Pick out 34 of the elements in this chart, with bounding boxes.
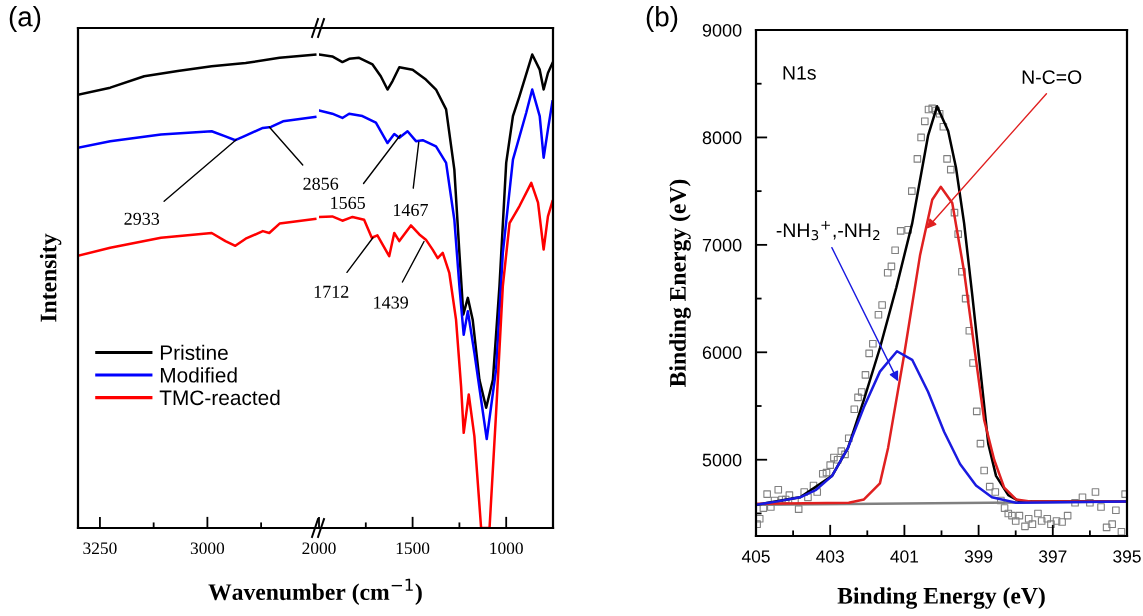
annotation: N-C=O <box>1022 70 1082 84</box>
y-tick-label: 8000 <box>702 131 742 145</box>
x-tick-label: 2000 <box>302 542 336 555</box>
x-tick-label: 405 <box>741 550 770 563</box>
chart-title: (a) <box>9 6 41 32</box>
y-tick-label: 6000 <box>702 346 742 360</box>
annotation: -NH$_{3}$$^{+}$,-NH$_{2}$ <box>776 220 880 241</box>
x-tick-label: 3250 <box>83 542 117 555</box>
x-tick-label: 403 <box>816 550 844 563</box>
x-tick-label: 397 <box>1038 550 1067 563</box>
x-axis-title: Binding Energy (eV) <box>837 587 1045 609</box>
y-axis-title: Intensity <box>39 233 62 322</box>
legend-label: Modified <box>160 367 237 383</box>
x-axis-title: Wavenumber (cm$^{−1}$) <box>208 578 422 605</box>
legend-label: Pristine <box>160 344 228 361</box>
y-tick-label: 5000 <box>702 453 742 467</box>
x-tick-label: 401 <box>890 550 919 563</box>
legend-label: TMC-reacted <box>159 389 280 406</box>
annotation: 1467 <box>393 203 428 217</box>
y-tick-label: 7000 <box>702 238 742 252</box>
x-tick-label: 1500 <box>396 542 430 555</box>
y-axis-title: Binding Energy (eV) <box>669 179 691 387</box>
annotation: 2933 <box>124 212 160 225</box>
x-tick-label: 395 <box>1113 550 1141 563</box>
annotation: N1s <box>783 66 816 80</box>
chart-title: (b) <box>646 6 678 32</box>
x-tick-label: 399 <box>964 550 993 563</box>
x-tick-label: 3000 <box>190 542 225 555</box>
annotation: 1712 <box>314 285 349 298</box>
annotation: 1439 <box>374 296 408 309</box>
annotation: 1565 <box>331 196 365 209</box>
y-tick-label: 9000 <box>702 23 742 37</box>
x-tick-label: 1000 <box>490 542 523 555</box>
annotation: 2856 <box>303 177 339 190</box>
